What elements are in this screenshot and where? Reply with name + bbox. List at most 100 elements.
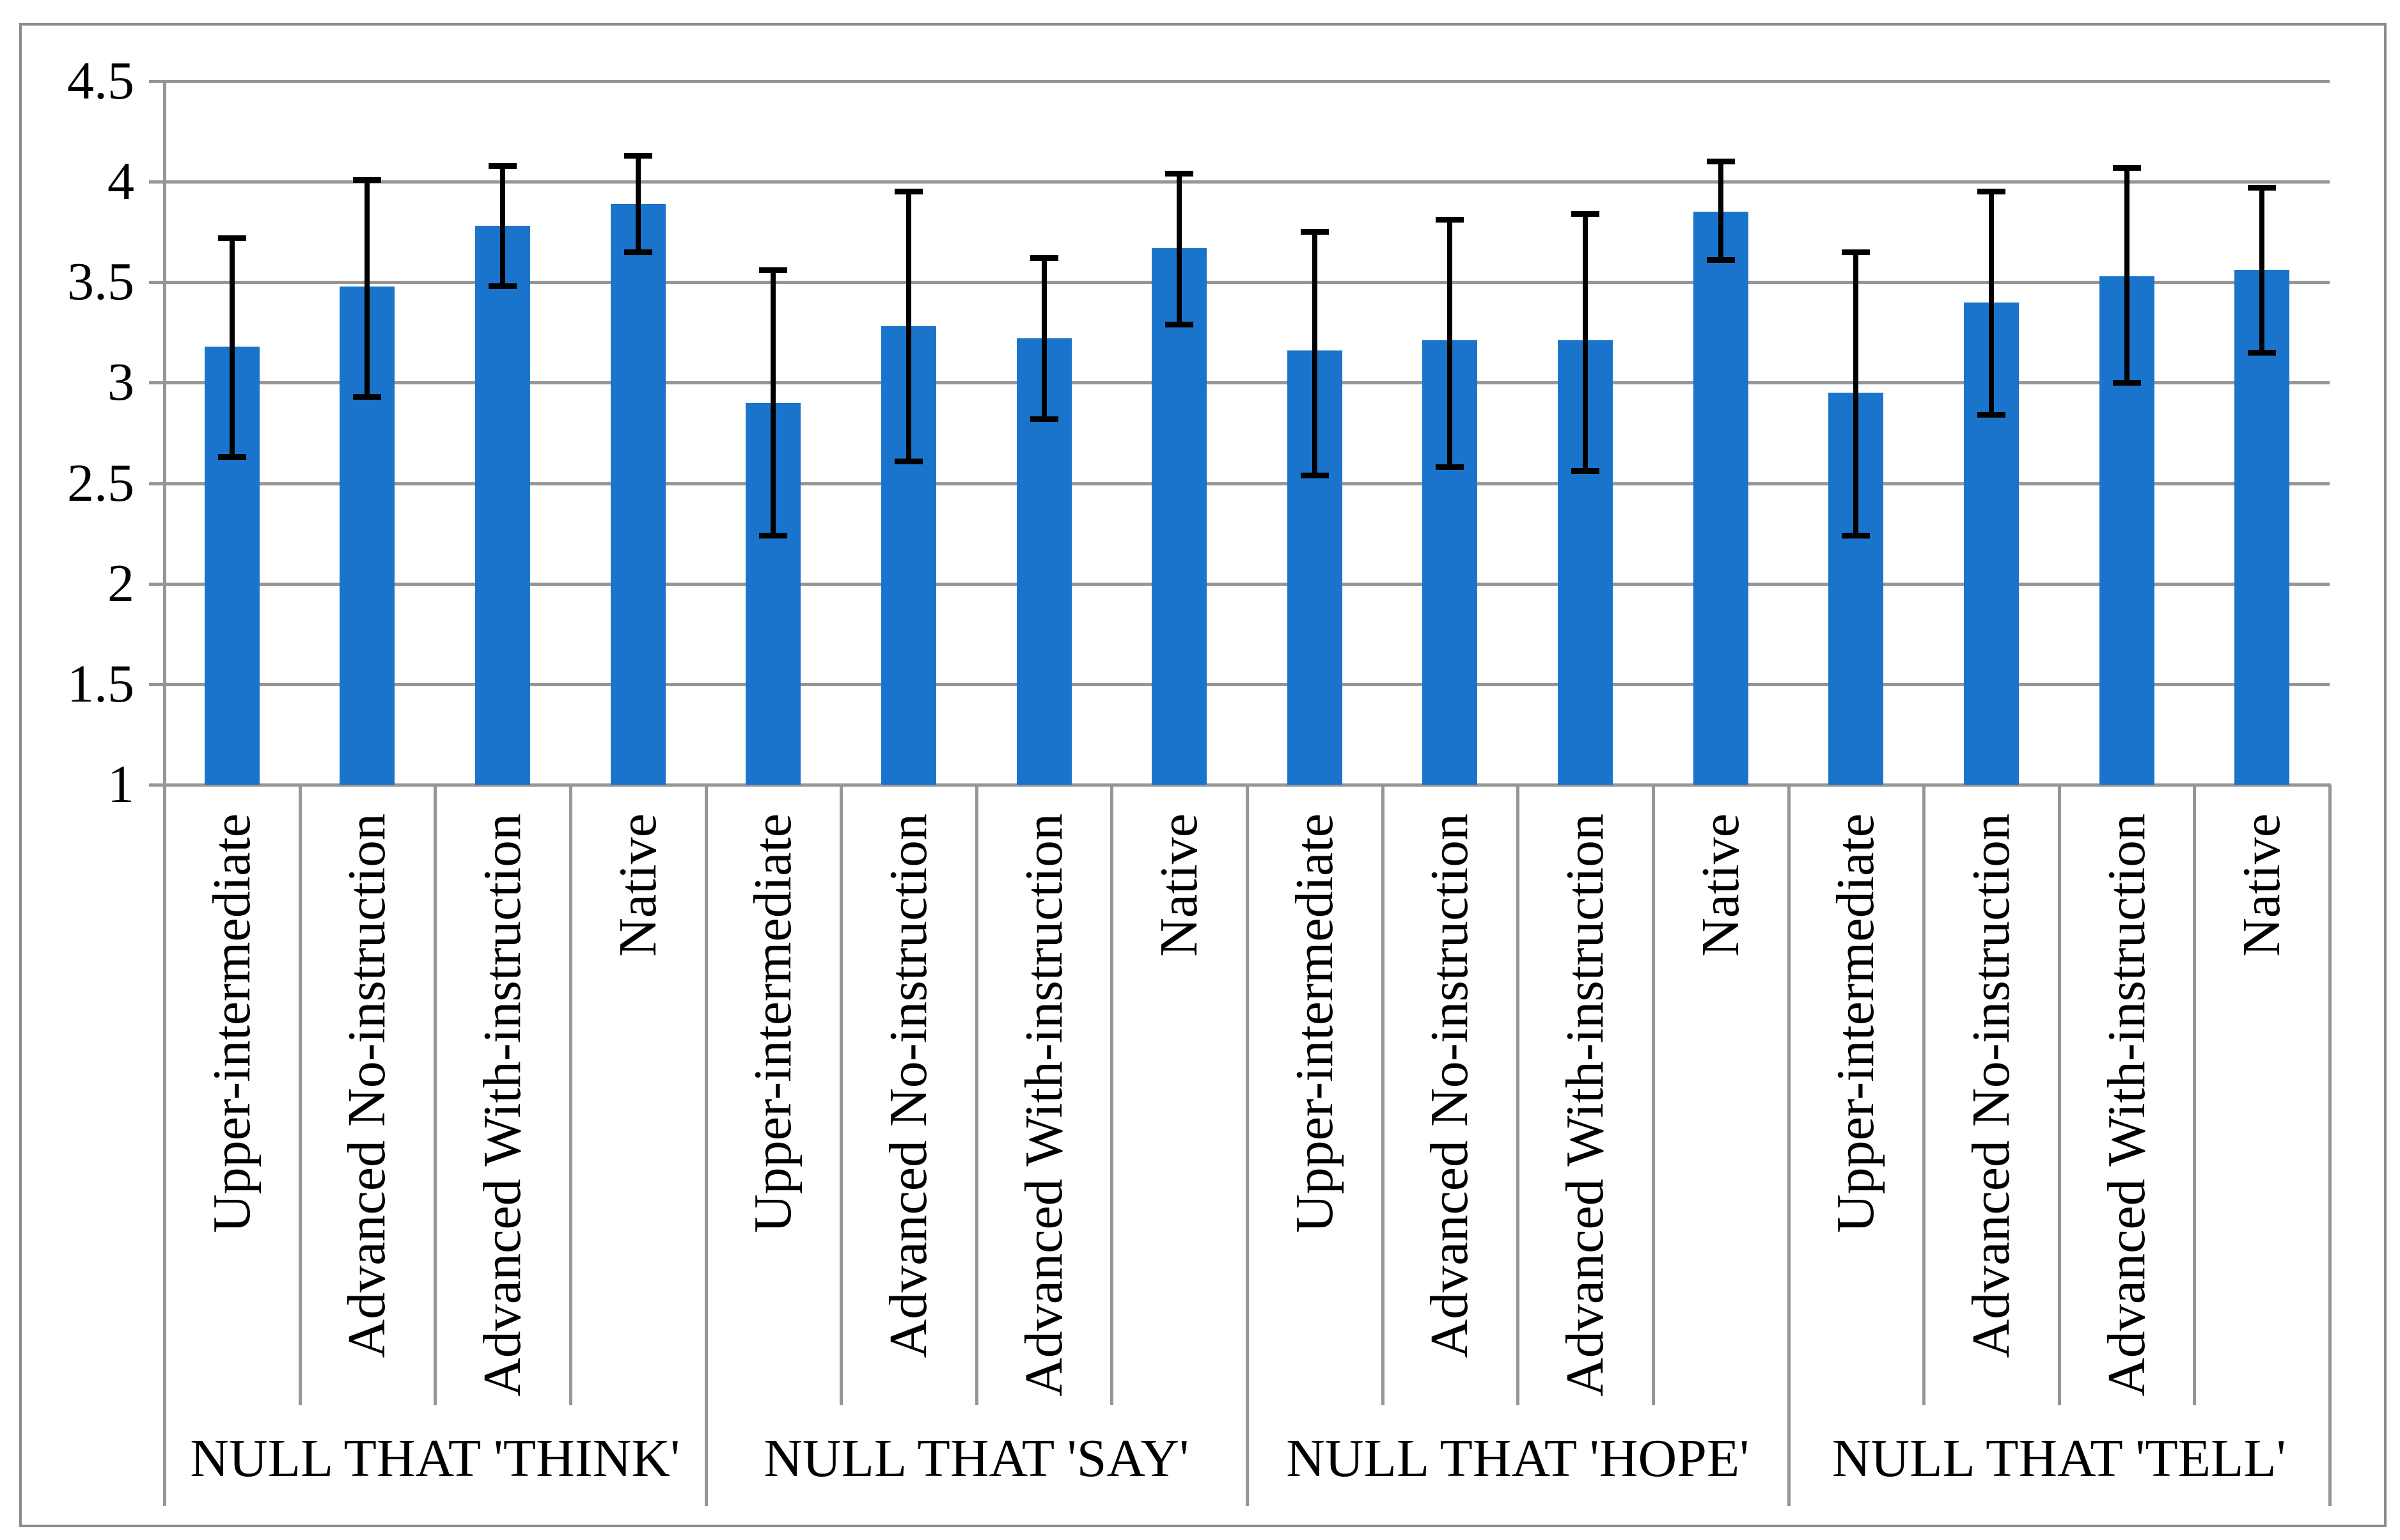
y-axis-tick-4 [149, 180, 164, 184]
category-label-cell-0-1: Advanced No-instruction [300, 785, 435, 1405]
error-bar-cap-bottom-0-3 [624, 249, 652, 255]
y-axis-tick-1.5 [149, 682, 164, 686]
y-axis-tick-1 [149, 783, 164, 787]
error-bar-cap-bottom-3-0 [1842, 532, 1871, 538]
error-bar-line-3-1 [1988, 191, 1994, 415]
y-axis-label-1: 1 [107, 755, 134, 814]
error-bar-cap-top-1-1 [894, 189, 923, 195]
error-bar-cap-bottom-1-2 [1030, 416, 1058, 422]
error-bar-line-3-3 [2259, 187, 2265, 353]
error-bar-cap-top-3-3 [2248, 185, 2277, 191]
error-bar-line-2-0 [1312, 232, 1317, 475]
category-label-3-3: Native [2232, 813, 2292, 957]
bar-0-3 [610, 203, 666, 785]
category-divider-3 [569, 785, 572, 1405]
gridline-4 [164, 180, 2330, 184]
category-label-0-2: Advanced With-instruction [473, 813, 533, 1397]
y-axis-label-3: 3 [107, 352, 134, 412]
category-label-1-3: Native [1149, 813, 1209, 957]
error-bar-cap-top-0-0 [217, 235, 246, 241]
gridline-1.5 [164, 682, 2330, 686]
bar-1-3 [1152, 248, 1207, 785]
category-divider-5 [840, 785, 843, 1405]
category-label-1-0: Upper-intermediate [743, 813, 803, 1234]
category-label-cell-1-0: Upper-intermediate [706, 785, 842, 1405]
error-bar-cap-top-3-0 [1842, 249, 1871, 255]
bar-3-3 [2234, 270, 2290, 785]
category-label-cell-3-3: Native [2194, 785, 2330, 1405]
error-bar-line-0-3 [635, 155, 641, 253]
y-axis-line [163, 80, 166, 786]
group-divider-4 [2328, 785, 2332, 1506]
error-bar-line-3-0 [1853, 252, 1859, 536]
error-bar-cap-top-2-0 [1300, 229, 1329, 235]
category-label-cell-0-0: Upper-intermediate [164, 785, 300, 1405]
category-label-3-2: Advanced With-instruction [2096, 813, 2156, 1397]
gridline-2.5 [164, 482, 2330, 485]
category-label-cell-3-0: Upper-intermediate [1789, 785, 1924, 1405]
category-label-2-3: Native [1690, 813, 1750, 957]
y-axis-label-2: 2 [107, 553, 134, 613]
error-bar-line-2-2 [1583, 214, 1588, 471]
bar-0-2 [475, 226, 531, 785]
gridline-3.5 [164, 281, 2330, 285]
error-bar-cap-top-3-1 [1977, 189, 2005, 195]
gridline-4.5 [164, 80, 2330, 83]
category-label-2-0: Upper-intermediate [1284, 813, 1344, 1234]
category-divider-14 [2057, 785, 2061, 1405]
category-divider-15 [2193, 785, 2197, 1405]
y-axis-label-4.5: 4.5 [67, 51, 134, 111]
error-bar-cap-top-3-2 [2112, 164, 2141, 171]
group-label-cell-2: NULL THAT 'HOPE' [1247, 1407, 1789, 1509]
error-bar-cap-bottom-0-0 [217, 454, 246, 460]
error-bar-line-1-0 [771, 270, 776, 536]
category-label-3-1: Advanced No-instruction [1961, 813, 2021, 1358]
group-label-cell-3: NULL THAT 'TELL' [1789, 1407, 2330, 1509]
error-bar-cap-bottom-2-0 [1300, 472, 1329, 478]
category-label-3-0: Upper-intermediate [1826, 813, 1886, 1234]
y-axis-label-2.5: 2.5 [67, 453, 134, 513]
y-axis-label-4: 4 [107, 152, 134, 212]
error-bar-cap-bottom-1-3 [1165, 321, 1194, 327]
error-bar-line-1-2 [1041, 258, 1047, 419]
error-bar-cap-bottom-3-2 [2112, 379, 2141, 386]
error-bar-cap-top-1-2 [1030, 255, 1058, 262]
error-bar-cap-top-0-3 [624, 152, 652, 159]
category-divider-10 [1516, 785, 1520, 1405]
group-divider-3 [1787, 785, 1791, 1506]
error-bar-line-0-1 [365, 180, 370, 397]
error-bar-line-0-0 [229, 238, 235, 457]
error-bar-line-1-1 [906, 191, 911, 461]
category-divider-2 [434, 785, 437, 1405]
error-bar-line-0-2 [500, 166, 506, 287]
group-label-2: NULL THAT 'HOPE' [1286, 1428, 1750, 1488]
category-divider-9 [1381, 785, 1384, 1405]
category-label-cell-3-2: Advanced With-instruction [2059, 785, 2195, 1405]
error-bar-cap-top-1-3 [1165, 171, 1194, 177]
group-label-1: NULL THAT 'SAY' [764, 1428, 1189, 1488]
bar-2-3 [1693, 212, 1748, 785]
error-bar-line-3-2 [2124, 168, 2129, 383]
category-label-cell-1-2: Advanced With-instruction [976, 785, 1112, 1405]
group-divider-0 [163, 785, 166, 1506]
category-label-1-1: Advanced No-instruction [878, 813, 938, 1358]
error-bar-cap-bottom-3-1 [1977, 412, 2005, 418]
group-divider-2 [1246, 785, 1249, 1506]
error-bar-cap-bottom-0-1 [353, 393, 382, 400]
group-label-cell-0: NULL THAT 'THINK' [164, 1407, 706, 1509]
error-bar-cap-top-2-3 [1706, 159, 1735, 165]
y-axis-tick-3.5 [149, 281, 164, 285]
group-label-0: NULL THAT 'THINK' [190, 1428, 680, 1488]
y-axis-tick-4.5 [149, 80, 164, 83]
error-bar-cap-bottom-0-2 [489, 283, 517, 290]
error-bar-line-2-3 [1718, 161, 1723, 260]
error-bar-line-1-3 [1177, 173, 1182, 325]
group-label-3: NULL THAT 'TELL' [1831, 1428, 2286, 1488]
category-divider-1 [298, 785, 302, 1405]
y-axis-label-3.5: 3.5 [67, 252, 134, 312]
category-label-cell-0-2: Advanced With-instruction [435, 785, 570, 1405]
category-divider-7 [1110, 785, 1114, 1405]
category-divider-6 [975, 785, 978, 1405]
category-label-2-2: Advanced With-instruction [1555, 813, 1615, 1397]
